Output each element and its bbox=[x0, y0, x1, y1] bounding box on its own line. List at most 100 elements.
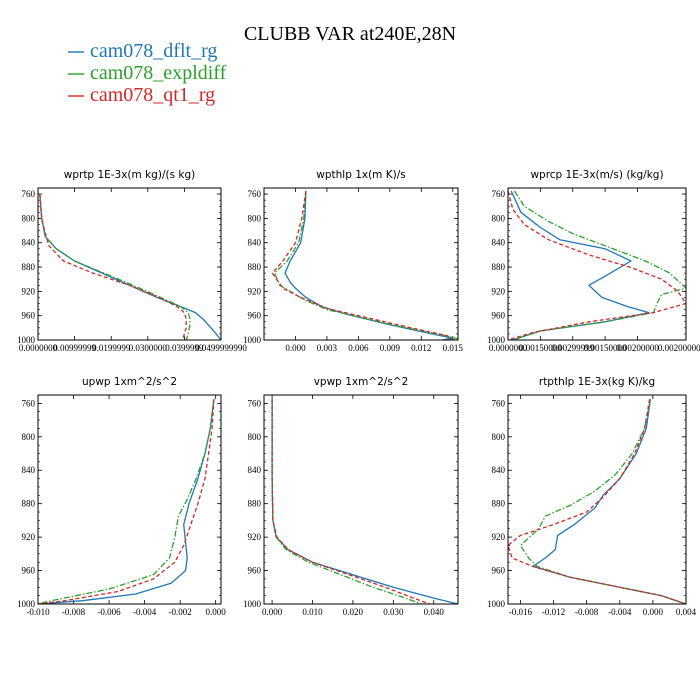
x-tick-label: 0.0399999 bbox=[165, 343, 204, 353]
y-tick-label: 840 bbox=[492, 238, 506, 248]
panel-title: wpthlp 1x(m K)/s bbox=[316, 169, 406, 181]
series-line-cam078_dflt_rg bbox=[39, 194, 221, 340]
series-line-cam078_dflt_rg bbox=[38, 399, 215, 604]
series-line-cam078_dflt_rg bbox=[271, 399, 458, 604]
x-tick-label: -0.008 bbox=[575, 607, 599, 617]
figure-title: CLUBB VAR at240E,28N bbox=[244, 23, 456, 45]
y-tick-label: 880 bbox=[22, 499, 36, 509]
x-tick-label: -0.008 bbox=[62, 607, 86, 617]
series-line-cam078_dflt_rg bbox=[284, 190, 454, 340]
series-line-cam078_qt1_rg bbox=[271, 399, 430, 604]
y-tick-label: 1000 bbox=[243, 599, 262, 609]
y-tick-label: 920 bbox=[492, 286, 506, 296]
series-line-cam078_qt1_rg bbox=[508, 399, 686, 604]
x-tick-label: 0.0000000 bbox=[19, 343, 58, 353]
legend: cam078_dflt_rgcam078_expldiffcam078_qt1_… bbox=[68, 40, 227, 106]
x-tick-label: 0.015 bbox=[443, 343, 464, 353]
y-tick-label: 960 bbox=[22, 311, 36, 321]
y-tick-label: 1000 bbox=[17, 599, 36, 609]
series-line-cam078_qt1_rg bbox=[271, 190, 454, 340]
y-tick-label: 760 bbox=[22, 189, 36, 199]
panel-title: rtpthlp 1E-3x(kg K)/kg bbox=[539, 376, 655, 388]
series-group bbox=[271, 399, 458, 604]
x-tick-label: -0.010 bbox=[26, 607, 50, 617]
x-tick-label: 0.000 bbox=[643, 607, 664, 617]
x-tick-label: 0.0300000 bbox=[129, 343, 168, 353]
y-tick-label: 1000 bbox=[243, 335, 262, 345]
y-tick-label: 960 bbox=[248, 566, 262, 576]
y-tick-label: 960 bbox=[492, 311, 506, 321]
x-tick-label: 0.009 bbox=[380, 343, 401, 353]
x-tick-label: -0.016 bbox=[509, 607, 533, 617]
y-tick-label: 800 bbox=[248, 432, 262, 442]
y-tick-label: 800 bbox=[492, 432, 506, 442]
y-tick-label: 880 bbox=[248, 499, 262, 509]
x-tick-label: 0.00150000 bbox=[519, 343, 562, 353]
panel-grid: wprtp 1E-3x(m kg)/(s kg) 760 800 840 880 920 9… bbox=[17, 169, 700, 617]
y-tick-label: 800 bbox=[248, 213, 262, 223]
x-tick-label: 0.0000000 bbox=[489, 343, 528, 353]
legend-entry-cam078_expldiff: cam078_expldiff bbox=[90, 62, 227, 84]
y-tick-label: 920 bbox=[248, 532, 262, 542]
panel-title: wprtp 1E-3x(m kg)/(s kg) bbox=[64, 169, 195, 181]
y-tick-label: 800 bbox=[22, 432, 36, 442]
panel-1: wprtp 1E-3x(m kg)/(s kg) 760 800 840 880 920 9… bbox=[17, 169, 247, 353]
panel-frame bbox=[507, 394, 687, 605]
y-tick-label: 1000 bbox=[17, 335, 36, 345]
y-tick-label: 840 bbox=[248, 465, 262, 475]
x-tick-label: 0.0499999990 bbox=[195, 343, 247, 353]
y-tick-label: 840 bbox=[22, 238, 36, 248]
x-tick-label: 0.00299999 bbox=[551, 343, 594, 353]
panel-frame bbox=[263, 187, 459, 341]
panel-title: vpwp 1xm^2/s^2 bbox=[314, 376, 409, 388]
y-tick-label: 840 bbox=[492, 465, 506, 475]
x-tick-label: 0.00999999 bbox=[53, 343, 96, 353]
x-tick-label: 0.000 bbox=[206, 607, 227, 617]
panel-3: wprcp 1E-3x(m/s) (kg/kg) 760 800 840 880 920 9… bbox=[487, 169, 700, 353]
x-tick-label: 0.000 bbox=[262, 607, 283, 617]
y-tick-label: 760 bbox=[22, 398, 36, 408]
series-line-cam078_expldiff bbox=[39, 194, 191, 340]
y-tick-label: 1000 bbox=[487, 599, 506, 609]
y-tick-label: 880 bbox=[492, 499, 506, 509]
y-tick-label: 960 bbox=[22, 566, 36, 576]
series-group bbox=[39, 194, 221, 340]
x-tick-label: -0.002 bbox=[169, 607, 192, 617]
x-tick-label: 0.00200000 bbox=[616, 343, 659, 353]
y-tick-label: 1000 bbox=[487, 335, 506, 345]
y-tick-label: 920 bbox=[22, 532, 36, 542]
series-line-cam078_qt1_rg bbox=[38, 399, 215, 604]
x-tick-label: 0.00150000 bbox=[584, 343, 627, 353]
x-tick-label: 0.020 bbox=[343, 607, 364, 617]
y-tick-label: 840 bbox=[248, 238, 262, 248]
y-tick-label: 800 bbox=[22, 213, 36, 223]
x-tick-label: -0.012 bbox=[542, 607, 565, 617]
y-tick-label: 960 bbox=[248, 311, 262, 321]
x-tick-label: 0.000 bbox=[285, 343, 306, 353]
panel-frame bbox=[507, 187, 687, 341]
x-tick-label: -0.006 bbox=[97, 607, 121, 617]
y-tick-label: 760 bbox=[248, 398, 262, 408]
y-tick-label: 920 bbox=[248, 286, 262, 296]
y-tick-label: 880 bbox=[22, 262, 36, 272]
x-tick-label: 0.010 bbox=[302, 607, 323, 617]
y-tick-label: 880 bbox=[248, 262, 262, 272]
x-tick-label: 0.030 bbox=[383, 607, 404, 617]
y-tick-label: 800 bbox=[492, 213, 506, 223]
series-line-cam078_qt1_rg bbox=[508, 190, 686, 340]
panel-5: vpwp 1xm^2/s^2 760 800 840 880 920 960 10000.00… bbox=[243, 376, 459, 617]
panel-title: wprcp 1E-3x(m/s) (kg/kg) bbox=[530, 169, 663, 181]
series-line-cam078_dflt_rg bbox=[510, 190, 650, 340]
series-group bbox=[508, 190, 686, 340]
x-tick-label: 0.00200000010 bbox=[658, 343, 700, 353]
x-tick-label: -0.004 bbox=[608, 607, 632, 617]
panel-frame bbox=[37, 394, 222, 605]
y-tick-label: 920 bbox=[22, 286, 36, 296]
x-tick-label: 0.006 bbox=[348, 343, 369, 353]
series-line-cam078_expldiff bbox=[38, 399, 215, 604]
x-tick-label: 0.012 bbox=[411, 343, 431, 353]
series-line-cam078_expldiff bbox=[512, 190, 686, 340]
y-tick-label: 840 bbox=[22, 465, 36, 475]
y-tick-label: 760 bbox=[248, 189, 262, 199]
